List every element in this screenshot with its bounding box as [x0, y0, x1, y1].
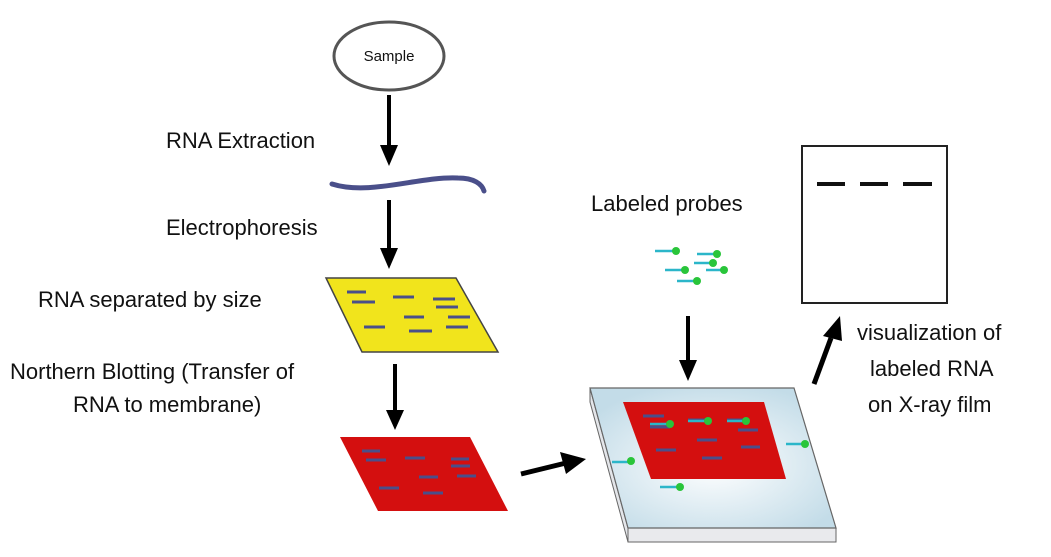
probe-icon	[694, 259, 717, 267]
xray-film	[801, 145, 948, 304]
arrow-icon	[380, 200, 398, 269]
sample-label: Sample	[364, 48, 415, 65]
visualization-label-line3: on X-ray film	[868, 392, 991, 417]
arrow-icon	[386, 364, 404, 430]
labeled-probes-label: Labeled probes	[591, 191, 743, 216]
arrow-icon	[520, 452, 586, 477]
visualization-label-line1: visualization of	[857, 320, 1002, 345]
probe-icon	[697, 250, 721, 258]
probe-icon	[655, 247, 680, 255]
probe-icon	[677, 277, 701, 285]
visualization-label-line2: labeled RNA	[870, 356, 994, 381]
probe-icon	[786, 440, 809, 448]
hybridization-tray	[589, 387, 837, 543]
probe-icon	[650, 420, 674, 428]
electrophoresis-label: Electrophoresis	[166, 215, 318, 240]
blotting-label-line2: RNA to membrane)	[73, 392, 261, 417]
separated-label: RNA separated by size	[38, 287, 262, 312]
electrophoresis-gel	[324, 277, 500, 353]
probe-icon	[612, 457, 635, 465]
probe-icon	[665, 266, 689, 274]
probe-cluster	[655, 247, 728, 285]
blotting-label-line1: Northern Blotting (Transfer of	[10, 359, 295, 384]
probe-icon	[660, 483, 684, 491]
probe-icon	[727, 417, 750, 425]
probe-icon	[688, 417, 712, 425]
arrow-icon	[811, 316, 842, 385]
arrow-icon	[380, 95, 398, 166]
probe-icon	[706, 266, 728, 274]
rna-extraction-label: RNA Extraction	[166, 128, 315, 153]
sample-node: Sample	[332, 20, 446, 92]
arrow-icon	[679, 316, 697, 381]
blot-membrane	[340, 437, 508, 511]
rna-strand	[329, 175, 487, 194]
